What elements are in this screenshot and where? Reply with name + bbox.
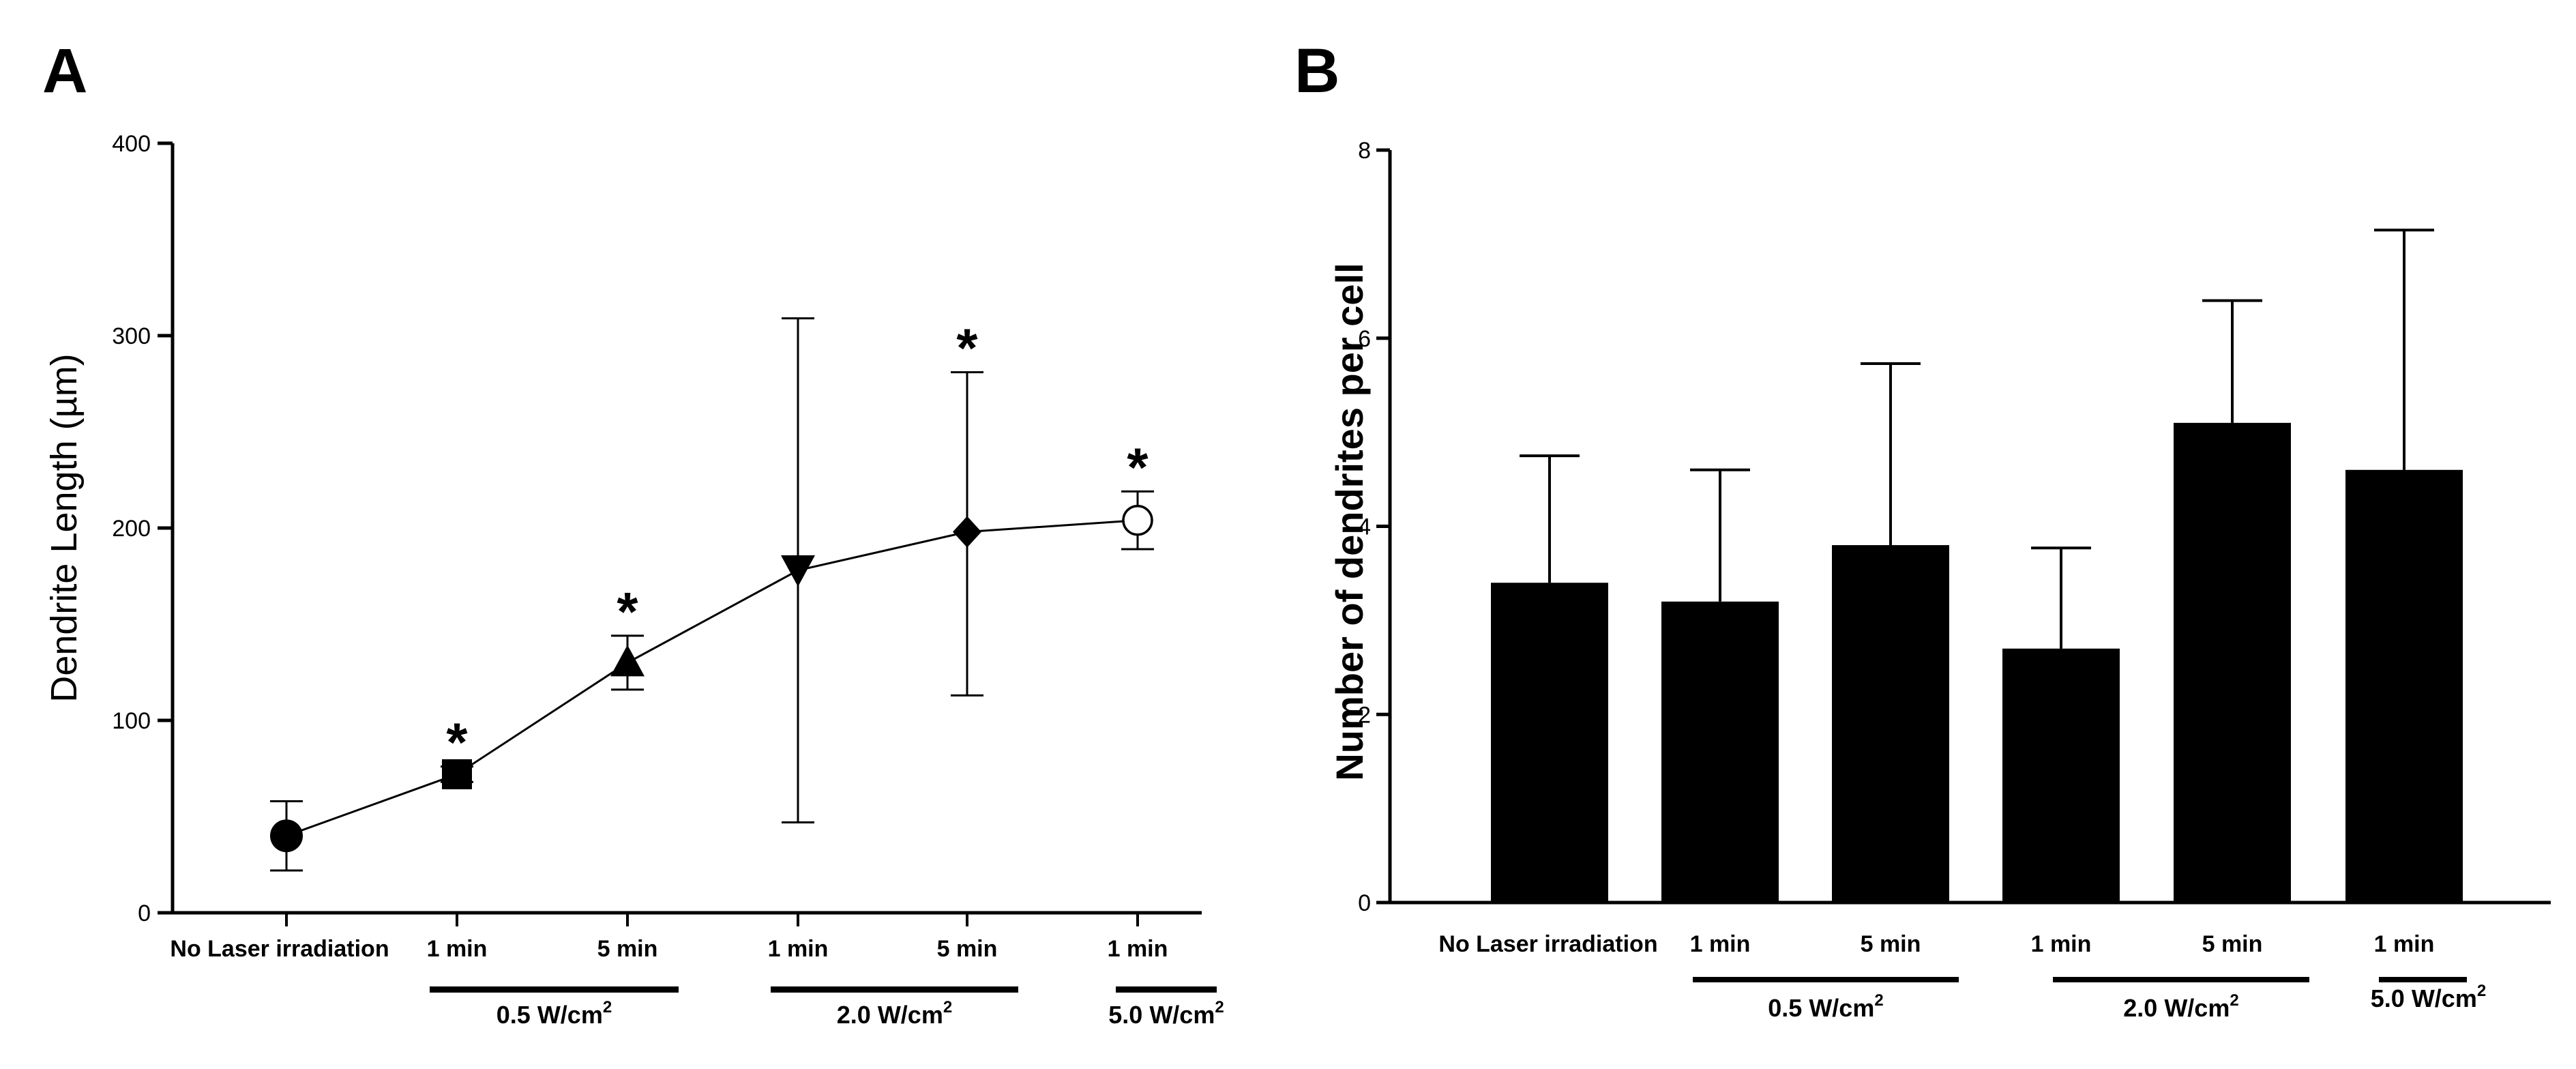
x-category-label: 5 min (2202, 931, 2263, 957)
x-category-label: 5 min (597, 936, 658, 962)
x-category-label: No Laser irradiation (1438, 931, 1657, 957)
group-label: 5.0 W/cm2 (2371, 982, 2486, 1012)
data-point-triangle-down (781, 555, 815, 587)
y-tick-label: 0 (1358, 890, 1371, 916)
group-label-text: 5.0 W/cm (1108, 1001, 1215, 1029)
x-category-label: 5 min (937, 936, 998, 962)
y-axis-title: Dendrite Length (µm) (44, 353, 85, 702)
group-label-superscript: 2 (1874, 991, 1883, 1010)
y-tick-label: 200 (112, 516, 151, 542)
group-bracket (2053, 977, 2309, 982)
group-label-superscript: 2 (2230, 991, 2238, 1010)
group-bracket (771, 986, 1018, 993)
group-bracket (1116, 986, 1217, 993)
group-label-text: 2.0 W/cm (837, 1001, 943, 1029)
x-category-label: 1 min (2031, 931, 2092, 957)
significance-marker: * (1127, 437, 1149, 497)
data-point-circle (270, 819, 303, 853)
group-label-superscript: 2 (1215, 998, 1224, 1016)
x-category-label: 5 min (1861, 931, 1921, 957)
data-point-triangle-up (610, 645, 645, 677)
group-label: 0.5 W/cm2 (497, 998, 612, 1029)
bar (2174, 422, 2291, 903)
y-tick-label: 2 (1358, 702, 1371, 728)
significance-marker: * (617, 581, 638, 642)
y-tick-label: 300 (112, 323, 151, 349)
x-category-label: 1 min (1108, 936, 1168, 962)
group-label-text: 0.5 W/cm (1768, 994, 1874, 1022)
significance-marker: * (956, 318, 978, 379)
group-label: 2.0 W/cm2 (2123, 991, 2238, 1022)
y-tick-label: 0 (138, 900, 151, 926)
bar (1491, 583, 1608, 903)
group-label-superscript: 2 (943, 998, 952, 1016)
data-point-open-circle (1122, 504, 1153, 536)
group-label-superscript: 2 (2477, 982, 2486, 1000)
chart-b: 0 2 4 6 8 Number of dendrites per cell No Lase… (1328, 138, 2551, 1022)
data-point-diamond (953, 516, 981, 548)
group-label: 0.5 W/cm2 (1768, 991, 1883, 1022)
group-label-text: 5.0 W/cm (2371, 984, 2477, 1012)
bar (1832, 545, 1949, 903)
bar (2345, 469, 2463, 903)
bar (2002, 648, 2120, 903)
y-tick-label: 4 (1358, 514, 1371, 540)
group-bracket (430, 986, 679, 993)
x-category-label: 1 min (2374, 931, 2435, 957)
x-category-label: No Laser irradiation (170, 936, 389, 962)
panel-b-label: B (1294, 36, 1339, 106)
y-axis-title: Number of dendrites per cell (1328, 263, 1371, 780)
panel-a-label: A (42, 36, 87, 106)
group-bracket (2379, 977, 2467, 982)
series-line (286, 519, 1138, 837)
x-category-label: 1 min (427, 936, 488, 962)
x-category-label: 1 min (768, 936, 829, 962)
y-tick-label: 8 (1358, 138, 1371, 164)
group-label-text: 2.0 W/cm (2123, 994, 2230, 1022)
chart-a: 0 100 200 300 400 Dendrite Length (µm) No Lase… (44, 131, 1224, 1029)
group-label: 5.0 W/cm2 (1108, 998, 1224, 1029)
data-point-square (442, 759, 472, 789)
y-tick-label: 100 (112, 708, 151, 734)
bar (1661, 601, 1779, 903)
group-label: 2.0 W/cm2 (837, 998, 952, 1029)
y-tick-label: 6 (1358, 326, 1371, 352)
group-label-text: 0.5 W/cm (497, 1001, 603, 1029)
group-label-superscript: 2 (603, 998, 612, 1016)
significance-marker: * (446, 712, 468, 773)
group-bracket (1693, 977, 1959, 982)
y-tick-label: 400 (112, 131, 151, 157)
x-category-label: 1 min (1690, 931, 1751, 957)
